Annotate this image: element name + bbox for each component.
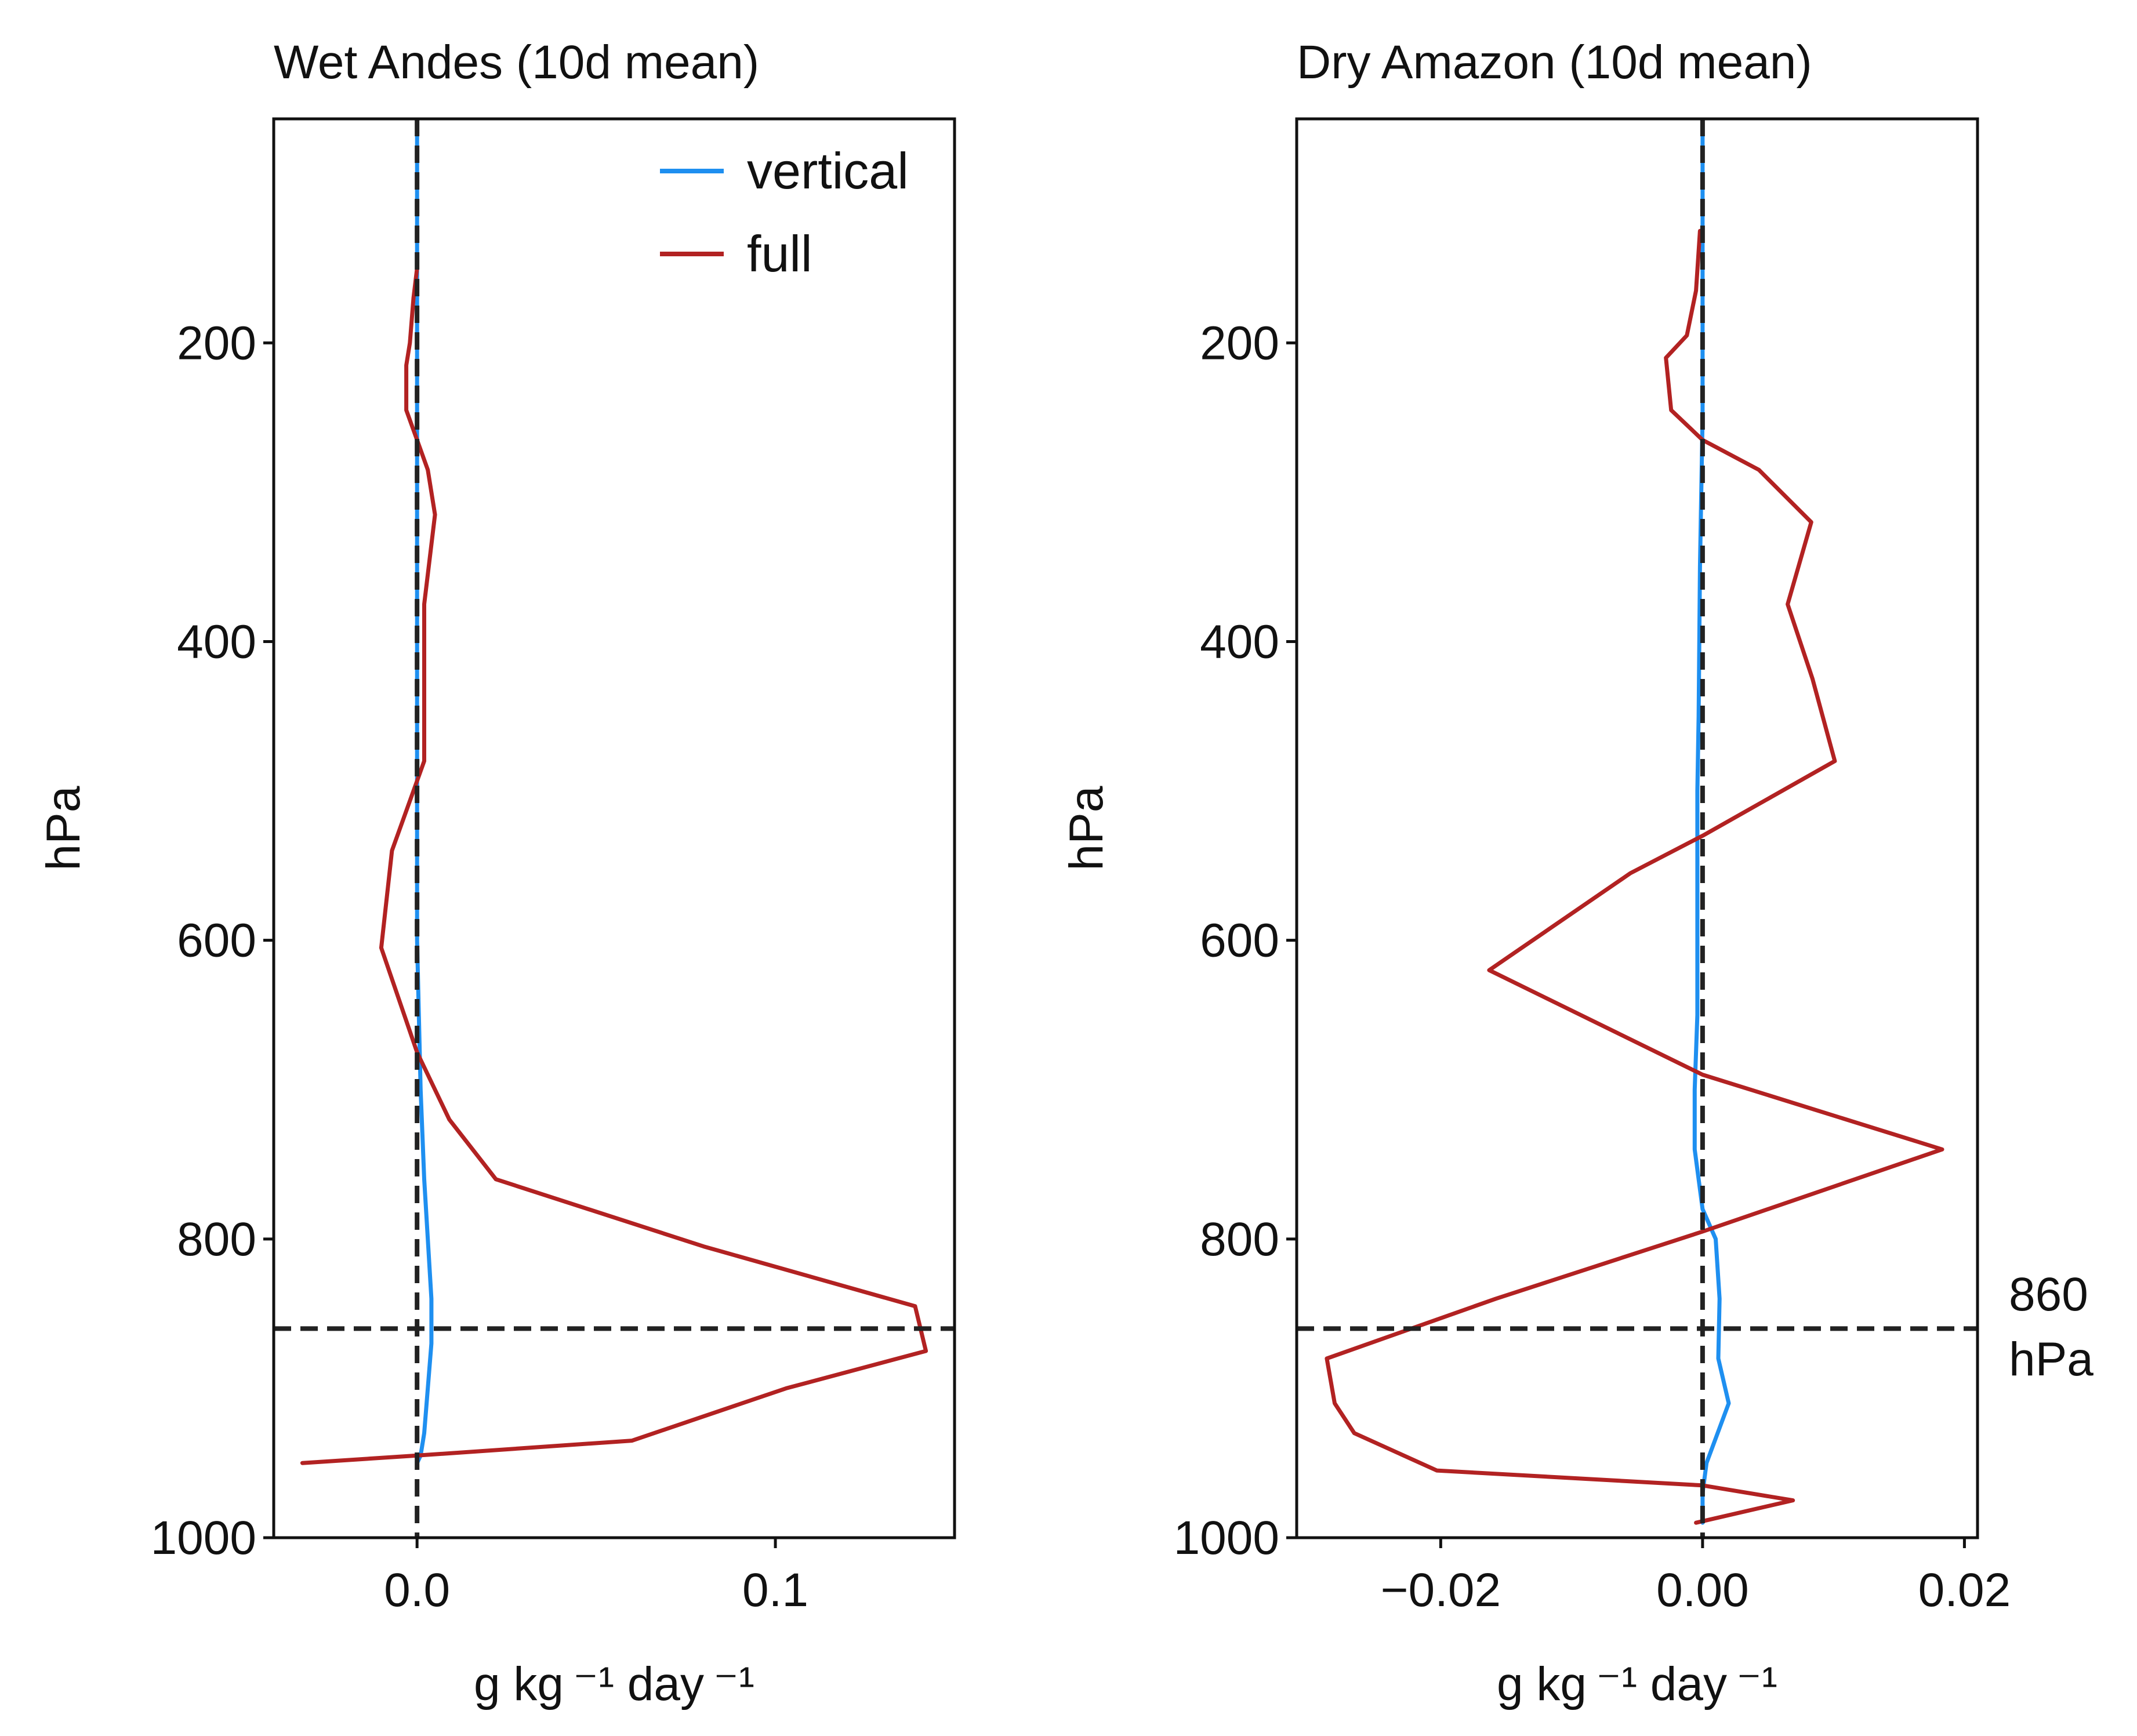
- y-tick-label: 600: [1200, 914, 1279, 967]
- plot-frame: [1295, 117, 1979, 1539]
- series-line-full: [1325, 228, 1944, 1525]
- series-line-vertical: [1692, 119, 1731, 1525]
- y-tick-label: 200: [177, 317, 256, 369]
- panel-title: Dry Amazon (10d mean): [1297, 36, 1812, 89]
- y-tick-label: 800: [177, 1213, 256, 1266]
- x-axis-label: g kg ⁻¹ day ⁻¹: [474, 1658, 754, 1710]
- y-tick-label: 200: [1200, 317, 1279, 369]
- legend-label-vertical: vertical: [747, 142, 909, 199]
- x-tick-label: −0.02: [1381, 1564, 1501, 1617]
- y-tick-label: 400: [177, 616, 256, 669]
- y-tick-label: 800: [1200, 1213, 1279, 1266]
- x-tick-label: 0.02: [1918, 1564, 2011, 1617]
- y-tick-label: 1000: [151, 1512, 256, 1564]
- y-tick-label: 400: [1200, 616, 1279, 669]
- series-group: [300, 119, 928, 1465]
- x-tick-label: 0.00: [1656, 1564, 1749, 1617]
- pressure-annotation-unit: hPa: [2009, 1333, 2094, 1386]
- y-axis-label: hPa: [37, 786, 90, 870]
- x-tick-label: 0.1: [742, 1564, 808, 1617]
- panel-dry-amazon: Dry Amazon (10d mean) 200 400 600 800 1000 −0.…: [1060, 36, 2094, 1710]
- series-line-full: [300, 266, 928, 1465]
- y-tick-label: 600: [177, 914, 256, 967]
- y-axis-label: hPa: [1060, 786, 1113, 870]
- legend-label-full: full: [747, 225, 812, 282]
- y-tick-label: 1000: [1174, 1512, 1279, 1564]
- legend: vertical full: [660, 142, 909, 282]
- series-line-vertical: [415, 119, 434, 1465]
- plot-frame: [272, 117, 956, 1539]
- x-tick-label: 0.0: [384, 1564, 450, 1617]
- series-group: [1325, 119, 1944, 1525]
- pressure-annotation-value: 860: [2009, 1268, 2088, 1321]
- x-axis-label: g kg ⁻¹ day ⁻¹: [1497, 1658, 1777, 1710]
- panel-wet-andes: Wet Andes (10d mean) 200 400 600 800 1000 0.0 0…: [37, 36, 956, 1710]
- panel-title: Wet Andes (10d mean): [274, 36, 759, 89]
